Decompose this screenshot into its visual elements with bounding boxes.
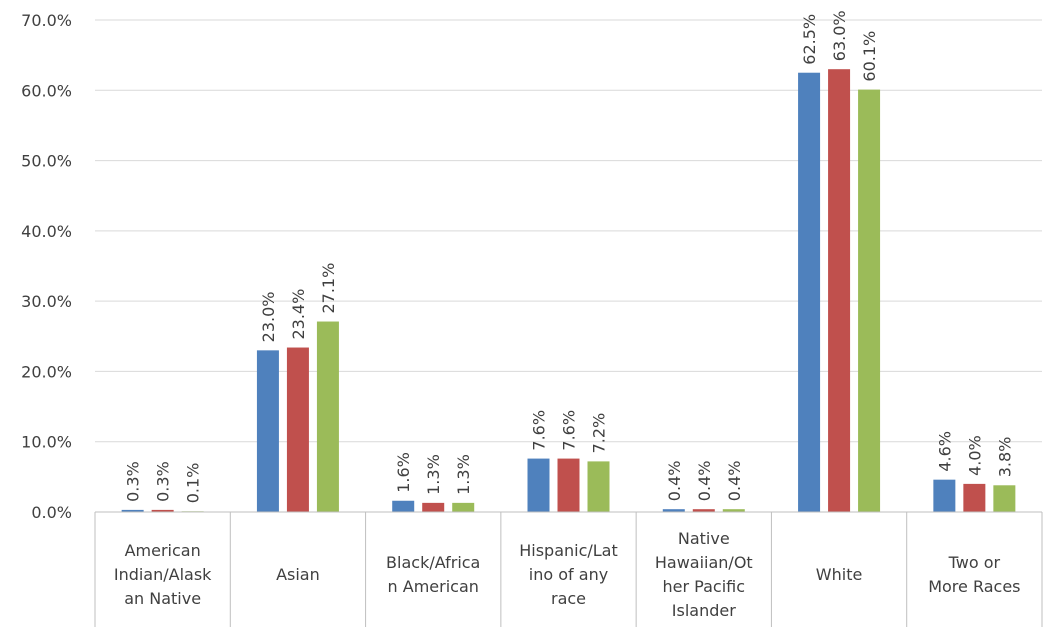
y-tick-label: 70.0% — [21, 11, 72, 30]
bar — [422, 502, 445, 512]
data-label: 23.0% — [259, 292, 278, 343]
bar — [587, 461, 610, 512]
data-label: 7.6% — [560, 410, 579, 451]
x-axis — [94, 511, 1043, 627]
data-label: 7.6% — [530, 410, 549, 451]
data-label: 1.3% — [424, 454, 443, 495]
data-label: 4.0% — [965, 435, 984, 476]
data-label: 0.4% — [665, 461, 684, 502]
data-label: 1.6% — [394, 452, 413, 493]
bar — [692, 509, 715, 512]
y-tick-label: 0.0% — [31, 503, 72, 522]
y-tick-label: 30.0% — [21, 292, 72, 311]
data-label: 60.1% — [860, 31, 879, 82]
y-tick-label: 40.0% — [21, 222, 72, 241]
bar — [392, 500, 415, 512]
bar — [662, 509, 685, 512]
x-tick-label: Hispanic/Lat ino of any race — [519, 541, 618, 608]
bar — [858, 89, 881, 512]
bar — [933, 479, 956, 512]
x-tick-label: Black/Africa n American — [386, 553, 480, 596]
data-label: 0.1% — [184, 463, 203, 504]
bar — [993, 485, 1016, 512]
y-tick-label: 20.0% — [21, 362, 72, 381]
data-label: 0.4% — [695, 461, 714, 502]
bar — [557, 458, 580, 512]
x-tick-label: Native Hawaiian/Ot her Pacific Islander — [655, 529, 753, 620]
x-tick-label: Asian — [276, 565, 320, 584]
data-label: 4.6% — [935, 431, 954, 472]
bar — [316, 321, 339, 512]
x-tick-label: Two or More Races — [928, 553, 1020, 596]
data-label: 27.1% — [319, 263, 338, 314]
x-axis-tick-labels: American Indian/Alask an Native Asian Black/… — [114, 529, 1021, 620]
bar — [828, 69, 851, 512]
gridlines — [95, 19, 1042, 443]
bars — [121, 69, 1016, 512]
data-label: 0.3% — [124, 461, 143, 502]
bar — [798, 72, 821, 512]
data-label: 1.3% — [454, 454, 473, 495]
data-label: 0.4% — [725, 461, 744, 502]
y-tick-label: 10.0% — [21, 433, 72, 452]
bar — [151, 509, 174, 512]
bar — [286, 347, 309, 512]
bar — [121, 509, 144, 512]
data-labels: 0.3% 23.0% 1.6% 7.6% 0.4% 62.5% 4.6% 0.3% 23.4% 1… — [124, 10, 1015, 503]
bar — [963, 483, 986, 512]
data-label: 62.5% — [800, 14, 819, 65]
x-tick-label: American Indian/Alask an Native — [114, 541, 212, 608]
bar — [527, 458, 550, 512]
data-label: 23.4% — [289, 289, 308, 340]
data-label: 3.8% — [995, 437, 1014, 478]
y-tick-label: 60.0% — [21, 81, 72, 100]
y-axis-tick-labels: 0.0% 10.0% 20.0% 30.0% 40.0% 50.0% 60.0% 70.0% — [21, 11, 72, 522]
x-tick-label: White — [816, 565, 863, 584]
data-label: 7.2% — [590, 413, 609, 454]
data-label: 63.0% — [830, 10, 849, 61]
bar — [722, 509, 745, 512]
data-label: 0.3% — [154, 461, 173, 502]
y-tick-label: 50.0% — [21, 152, 72, 171]
bar — [256, 350, 279, 512]
bar — [452, 502, 475, 512]
